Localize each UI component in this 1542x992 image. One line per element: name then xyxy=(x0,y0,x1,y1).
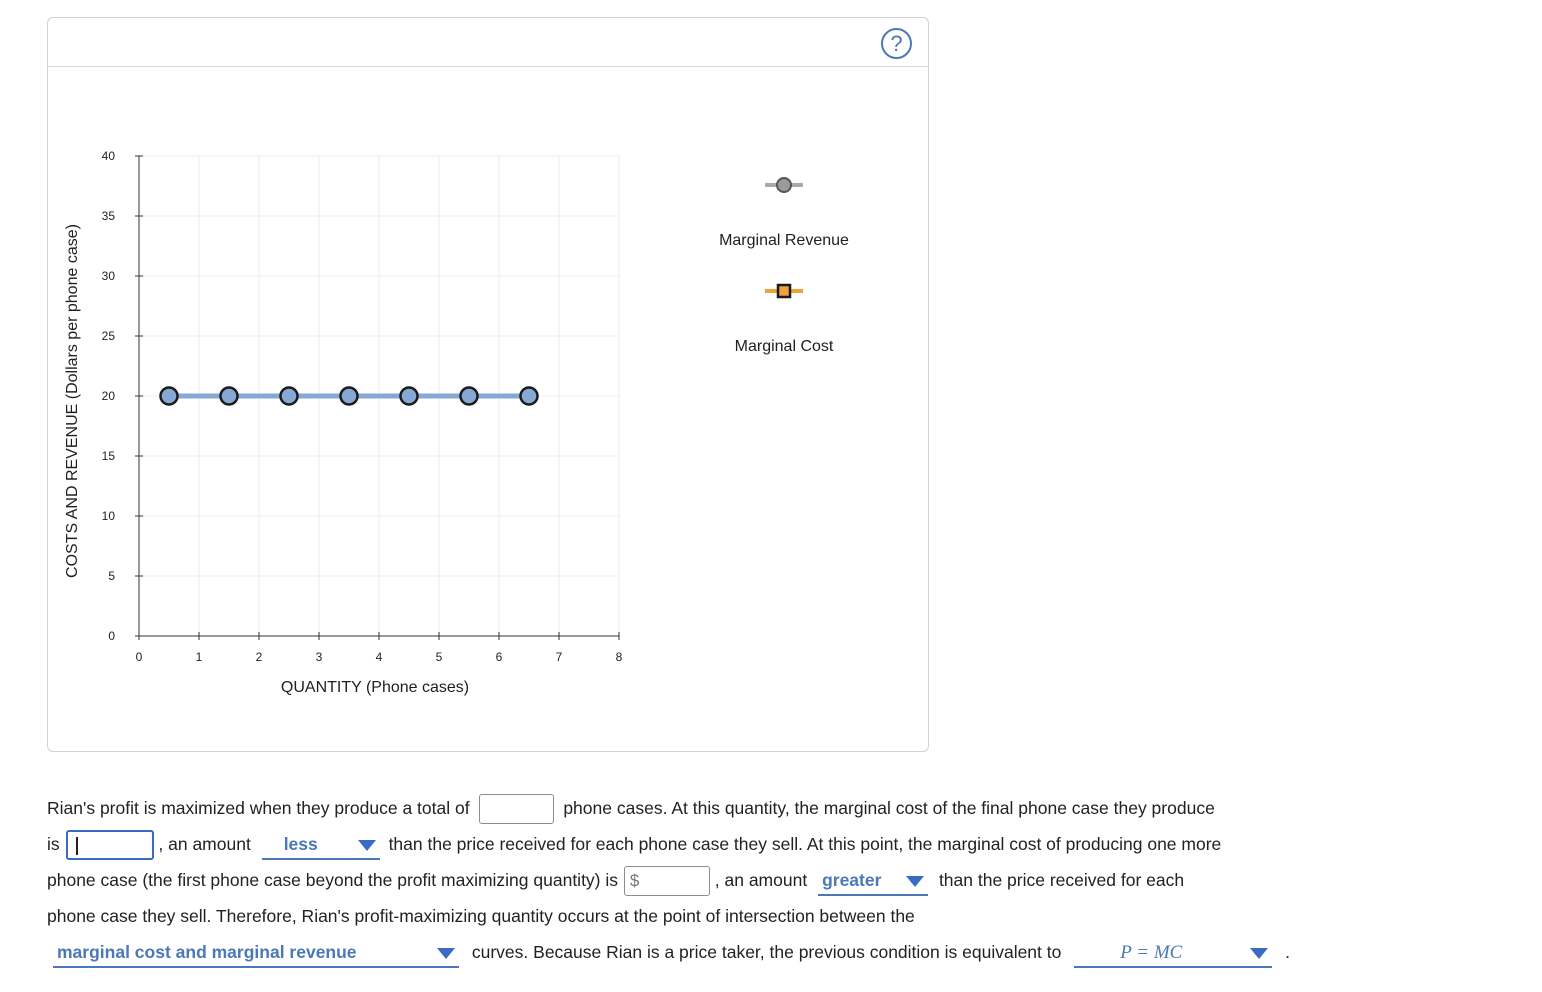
legend[interactable]: Marginal Revenue Marginal Cost xyxy=(719,177,849,355)
legend-marginal-cost-marker[interactable] xyxy=(776,283,792,299)
dollar-sign: $ xyxy=(629,871,640,891)
question-text-4: , an amount xyxy=(158,834,251,854)
chevron-down-icon xyxy=(1250,948,1269,960)
y-tick-label: 10 xyxy=(102,509,116,523)
x-tick-label: 8 xyxy=(616,650,623,664)
x-axis-title: QUANTITY (Phone cases) xyxy=(281,679,469,696)
help-button[interactable]: ? xyxy=(881,28,912,59)
x-tick-label: 0 xyxy=(136,650,143,664)
y-tick-label: 25 xyxy=(102,329,116,343)
panel-toolbar xyxy=(48,18,928,67)
y-tick-label: 15 xyxy=(102,449,116,463)
question-line-5: marginal cost and marginal revenue curve… xyxy=(53,934,1290,970)
y-tick-label: 35 xyxy=(102,209,116,223)
question-text-5: than the price received for each phone c… xyxy=(388,834,1222,854)
marginal-revenue-point[interactable] xyxy=(219,386,239,406)
question-end-period: . xyxy=(1285,942,1290,962)
marginal-revenue-point[interactable] xyxy=(459,386,479,406)
condition-dropdown-value: P = MC xyxy=(1120,942,1183,964)
question-text-8: than the price received for each xyxy=(938,870,1185,890)
legend-marginal-cost-label: Marginal Cost xyxy=(735,338,834,355)
next-marginal-cost-input[interactable]: $ xyxy=(623,866,710,897)
curves-dropdown-value: marginal cost and marginal revenue xyxy=(57,942,357,963)
question-text-2: phone cases. At this quantity, the margi… xyxy=(563,798,1215,818)
comparison-dropdown-2-value: greater xyxy=(822,870,882,891)
legend-marginal-revenue-marker[interactable] xyxy=(776,177,792,193)
x-tick-label: 3 xyxy=(316,650,323,664)
y-tick-label: 30 xyxy=(102,269,116,283)
axes: 0 1 2 3 4 5 6 7 8 0 5 10 15 20 25 30 35 40 xyxy=(102,149,623,664)
question-line-2: is , an amount less than the price recei… xyxy=(47,826,1221,862)
chevron-down-icon xyxy=(437,948,455,960)
x-tick-label: 5 xyxy=(436,650,443,664)
y-tick-label: 0 xyxy=(108,629,115,643)
y-tick-label: 40 xyxy=(102,149,116,163)
chevron-down-icon xyxy=(906,876,925,888)
marginal-revenue-point[interactable] xyxy=(339,386,359,406)
condition-dropdown[interactable]: P = MC xyxy=(1074,938,1273,969)
question-text-7: , an amount xyxy=(714,870,808,890)
question-text-10: curves. Because Rian is a price taker, t… xyxy=(471,942,1062,962)
marginal-revenue-point[interactable] xyxy=(279,386,299,406)
text-cursor xyxy=(75,837,78,856)
question-line-3: phone case (the first phone case beyond … xyxy=(47,862,1184,898)
chevron-down-icon xyxy=(357,840,376,852)
x-tick-label: 2 xyxy=(256,650,263,664)
y-tick-label: 20 xyxy=(102,389,116,403)
curves-dropdown[interactable]: marginal cost and marginal revenue xyxy=(53,938,459,969)
comparison-dropdown-2[interactable]: greater xyxy=(818,866,929,897)
question-text-1: Rian's profit is maximized when they pro… xyxy=(47,798,470,818)
chart[interactable]: 0 1 2 3 4 5 6 7 8 0 5 10 15 20 25 30 35 40 Marginal Reven… xyxy=(48,18,928,751)
comparison-dropdown-1-value: less xyxy=(283,834,318,855)
y-tick-label: 5 xyxy=(108,569,115,583)
quantity-input[interactable] xyxy=(479,794,555,825)
marginal-revenue-point[interactable] xyxy=(399,386,419,406)
x-tick-label: 4 xyxy=(376,650,383,664)
question-line-4: phone case they sell. Therefore, Rian's … xyxy=(47,898,915,934)
question-text-9: phone case they sell. Therefore, Rian's … xyxy=(47,906,915,926)
legend-marginal-revenue-label: Marginal Revenue xyxy=(719,232,849,249)
marginal-revenue-point[interactable] xyxy=(519,386,539,406)
x-tick-label: 1 xyxy=(196,650,203,664)
question-text-6: phone case (the first phone case beyond … xyxy=(47,870,619,890)
marginal-revenue-point[interactable] xyxy=(159,386,179,406)
comparison-dropdown-1[interactable]: less xyxy=(261,830,380,861)
marginal-cost-input[interactable] xyxy=(65,830,154,861)
y-axis-title: COSTS AND REVENUE (Dollars per phone cas… xyxy=(64,224,81,578)
series[interactable] xyxy=(159,386,539,406)
x-tick-label: 7 xyxy=(556,650,563,664)
x-tick-label: 6 xyxy=(496,650,503,664)
question-text-3: is xyxy=(47,834,60,854)
graph-panel: ? 0 1 2 3 4 5 6 7 8 0 5 10 15 20 25 30 35 40 Marginal Rev… xyxy=(47,17,929,752)
question-line-1: Rian's profit is maximized when they pro… xyxy=(47,790,1215,826)
